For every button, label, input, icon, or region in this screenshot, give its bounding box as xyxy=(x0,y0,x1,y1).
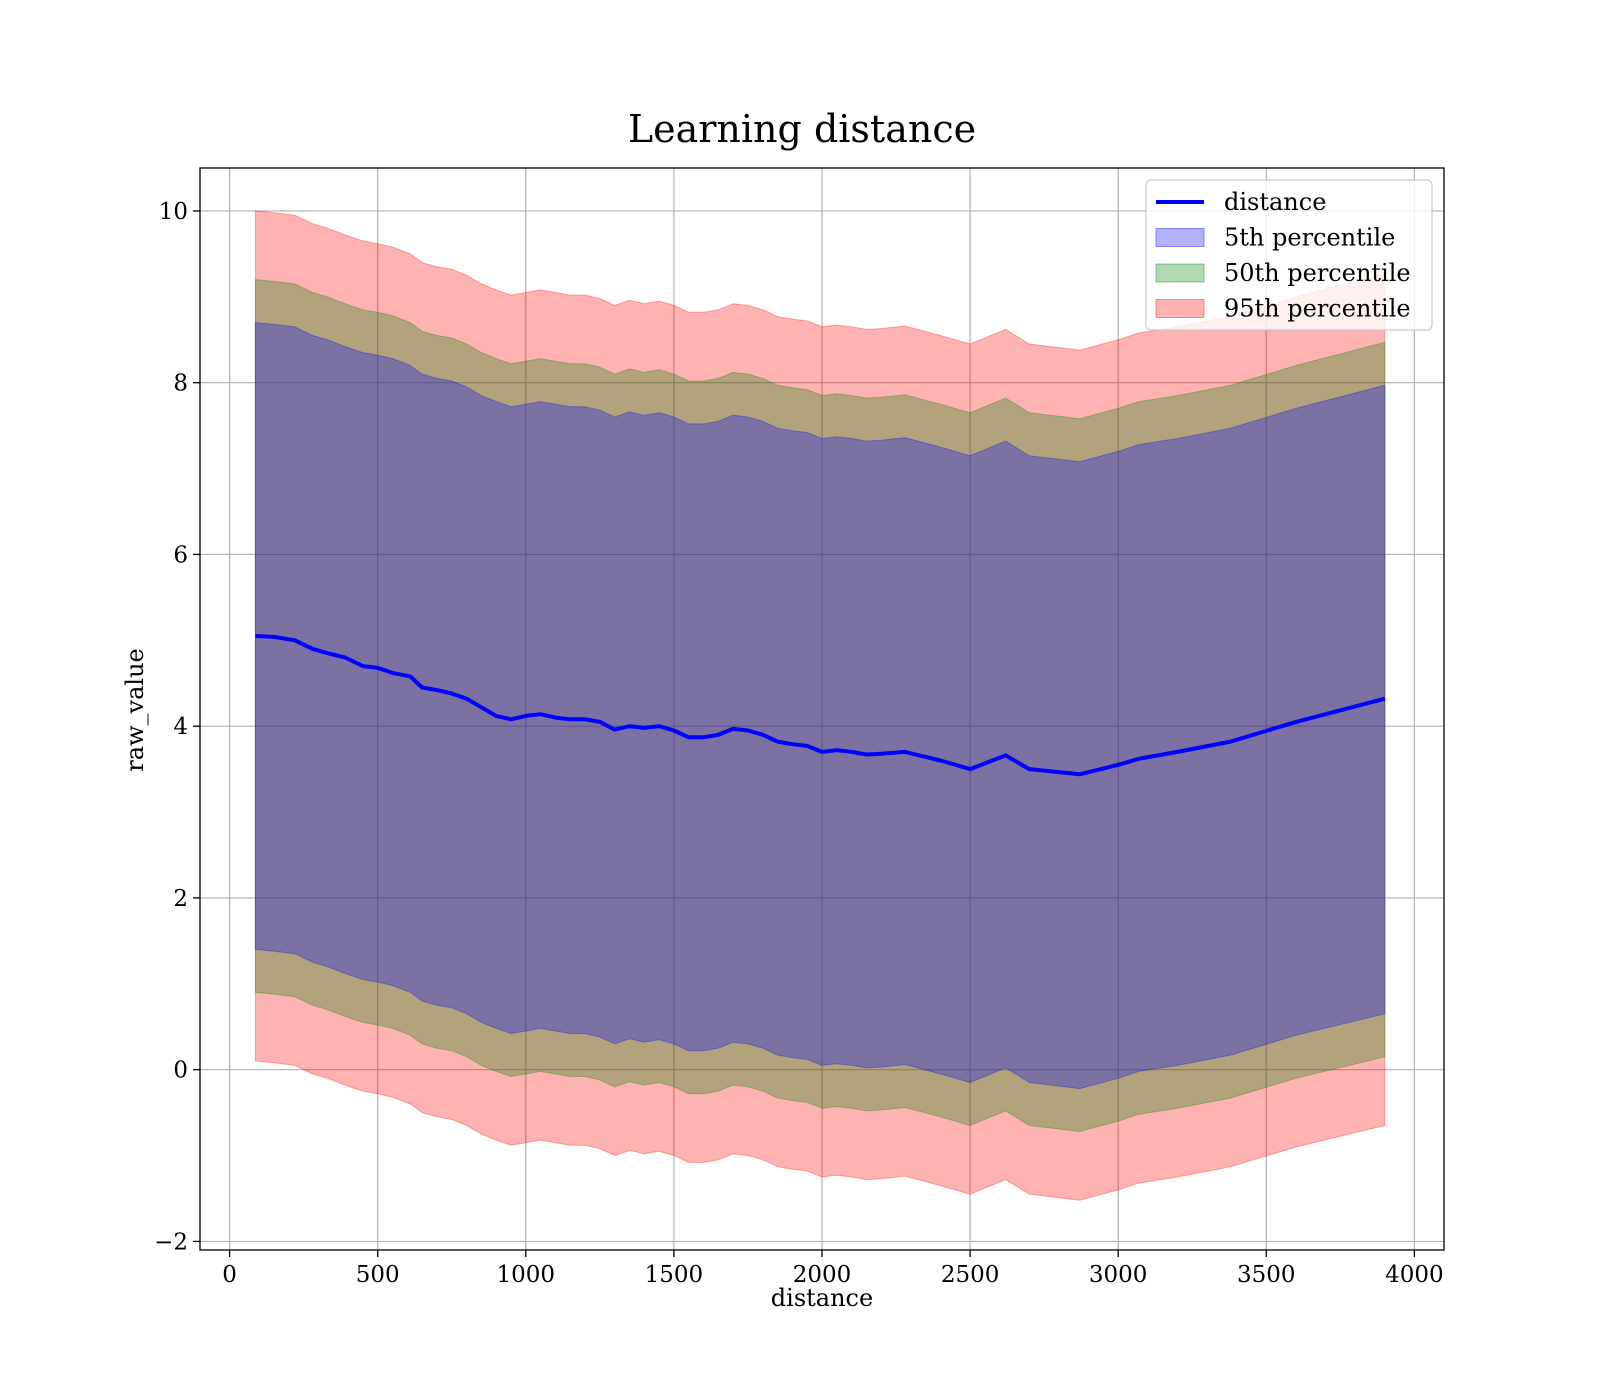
x-tick-label: 2000 xyxy=(793,1262,852,1288)
y-tick-label: 6 xyxy=(173,542,188,568)
grid xyxy=(200,168,1444,1250)
axis-ticks: 0 500 1000 1500 2000 2500 3000 3500 4000 −2 0 2 4 6 8 1… xyxy=(154,199,1444,1288)
y-tick-label: 8 xyxy=(173,371,188,397)
x-tick-label: 4000 xyxy=(1385,1262,1444,1288)
legend-swatch-95th-percentile xyxy=(1155,299,1205,318)
y-tick-label: 10 xyxy=(159,199,188,225)
legend-label-5th-percentile: 5th percentile xyxy=(1224,224,1395,252)
x-axis-label: distance xyxy=(771,1284,873,1312)
50th-percentile-band xyxy=(254,279,1386,1133)
x-tick-label: 500 xyxy=(356,1262,400,1288)
percentile-bands xyxy=(254,210,1386,1201)
y-tick-label: 4 xyxy=(173,714,188,740)
y-tick-label: 2 xyxy=(173,886,188,912)
y-axis-label: raw_value xyxy=(121,648,149,772)
y-tick-label: −2 xyxy=(154,1229,188,1255)
95th-percentile-band xyxy=(254,210,1386,1201)
legend: distance 5th percentile 50th percentile 95t… xyxy=(1145,179,1433,331)
5th-percentile-band xyxy=(254,322,1386,1090)
x-tick-label: 2500 xyxy=(941,1262,1000,1288)
legend-swatch-5th-percentile xyxy=(1155,228,1205,247)
series-lines xyxy=(255,634,1386,777)
x-tick-label: 0 xyxy=(222,1262,237,1288)
legend-box xyxy=(1145,179,1433,331)
x-tick-label: 3000 xyxy=(1089,1262,1148,1288)
legend-label-95th-percentile: 95th percentile xyxy=(1224,295,1411,323)
legend-label-50th-percentile: 50th percentile xyxy=(1224,259,1411,287)
x-tick-label: 1500 xyxy=(645,1262,704,1288)
legend-swatch-50th-percentile xyxy=(1155,263,1205,283)
x-tick-label: 3500 xyxy=(1237,1262,1296,1288)
x-tick-label: 1000 xyxy=(497,1262,556,1288)
chart-title: Learning distance xyxy=(628,107,976,151)
distance-line xyxy=(255,634,1386,777)
y-tick-label: 0 xyxy=(173,1058,188,1084)
legend-label-distance: distance xyxy=(1224,188,1326,216)
